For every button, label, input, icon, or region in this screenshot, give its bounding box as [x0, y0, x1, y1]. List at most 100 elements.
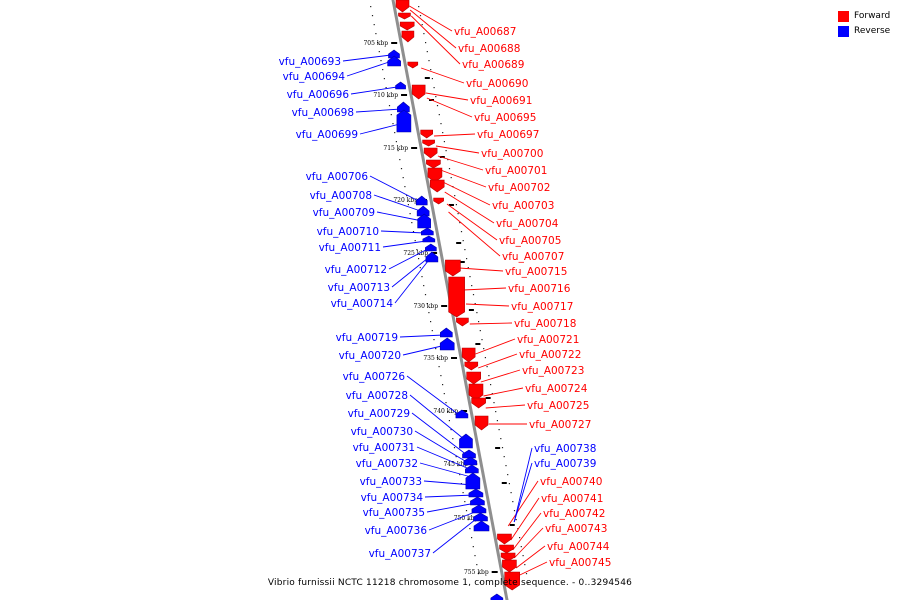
reverse-gene-block[interactable]	[396, 109, 412, 133]
forward-gene-label[interactable]: vfu_A00688	[458, 43, 520, 55]
forward-gene-block[interactable]	[466, 371, 481, 385]
reverse-gene-block[interactable]	[425, 243, 437, 252]
forward-gene-block[interactable]	[461, 347, 476, 363]
reverse-gene-label[interactable]: vfu_A00719	[336, 332, 398, 344]
forward-gene-label[interactable]: vfu_A00740	[540, 476, 602, 488]
forward-gene-label[interactable]: vfu_A00703	[492, 200, 554, 212]
forward-gene-label[interactable]: vfu_A00743	[545, 523, 607, 535]
reverse-gene-label[interactable]: vfu_A00698	[292, 107, 354, 119]
reverse-gene-block[interactable]	[490, 593, 504, 600]
forward-gene-block[interactable]	[445, 259, 461, 277]
forward-gene-block[interactable]	[399, 21, 415, 31]
forward-gene-label[interactable]: vfu_A00687	[454, 26, 516, 38]
forward-gene-label[interactable]: vfu_A00721	[517, 334, 579, 346]
reverse-gene-block[interactable]	[415, 195, 428, 206]
forward-gene-label[interactable]: vfu_A00705	[499, 235, 561, 247]
forward-gene-label[interactable]: vfu_A00717	[511, 301, 573, 313]
forward-gene-block[interactable]	[497, 533, 512, 545]
reverse-gene-label[interactable]: vfu_A00738	[534, 443, 596, 455]
reverse-gene-block[interactable]	[459, 433, 473, 449]
reverse-gene-label[interactable]: vfu_A00708	[310, 190, 372, 202]
forward-gene-label[interactable]: vfu_A00700	[481, 148, 543, 160]
forward-gene-block[interactable]	[429, 179, 445, 193]
forward-gene-block[interactable]	[456, 317, 469, 327]
forward-gene-block[interactable]	[395, 0, 410, 13]
reverse-gene-label[interactable]: vfu_A00736	[365, 525, 428, 537]
reverse-gene-block[interactable]	[462, 449, 476, 459]
forward-gene-block[interactable]	[448, 276, 465, 318]
forward-gene-label[interactable]: vfu_A00723	[522, 365, 584, 377]
forward-gene-label[interactable]: vfu_A00702	[488, 182, 550, 194]
forward-gene-block[interactable]	[468, 383, 484, 401]
forward-gene-label[interactable]: vfu_A00741	[541, 493, 603, 505]
forward-gene-label[interactable]: vfu_A00724	[525, 383, 588, 395]
reverse-gene-block[interactable]	[463, 456, 478, 466]
reverse-gene-label[interactable]: vfu_A00726	[343, 371, 406, 383]
reverse-gene-block[interactable]	[387, 55, 401, 67]
reverse-gene-label[interactable]: vfu_A00696	[287, 89, 350, 101]
forward-gene-block[interactable]	[423, 147, 438, 159]
forward-gene-label[interactable]: vfu_A00689	[462, 59, 524, 71]
forward-gene-label[interactable]: vfu_A00722	[519, 349, 581, 361]
forward-gene-block[interactable]	[433, 197, 444, 205]
reverse-gene-label[interactable]: vfu_A00728	[346, 390, 408, 402]
forward-gene-label[interactable]: vfu_A00691	[470, 95, 532, 107]
forward-gene-block[interactable]	[427, 167, 443, 183]
reverse-gene-label[interactable]: vfu_A00693	[279, 56, 341, 68]
forward-gene-label[interactable]: vfu_A00742	[543, 508, 605, 520]
reverse-gene-label[interactable]: vfu_A00737	[369, 548, 431, 560]
reverse-gene-label[interactable]: vfu_A00711	[319, 242, 381, 254]
reverse-gene-block[interactable]	[440, 327, 453, 338]
reverse-gene-block[interactable]	[473, 520, 490, 532]
reverse-gene-block[interactable]	[439, 337, 455, 351]
forward-gene-block[interactable]	[426, 159, 441, 169]
reverse-gene-label[interactable]: vfu_A00731	[353, 442, 415, 454]
reverse-gene-block[interactable]	[422, 235, 436, 243]
forward-gene-block[interactable]	[401, 30, 415, 43]
forward-gene-label[interactable]: vfu_A00718	[514, 318, 576, 330]
forward-gene-label[interactable]: vfu_A00697	[477, 129, 539, 141]
forward-gene-block[interactable]	[407, 61, 419, 69]
reverse-gene-label[interactable]: vfu_A00733	[360, 476, 422, 488]
reverse-gene-block[interactable]	[473, 512, 488, 522]
reverse-gene-label[interactable]: vfu_A00734	[361, 492, 424, 504]
forward-gene-label[interactable]: vfu_A00725	[527, 400, 589, 412]
reverse-gene-block[interactable]	[465, 464, 479, 474]
forward-gene-label[interactable]: vfu_A00744	[547, 541, 610, 553]
forward-gene-block[interactable]	[464, 361, 479, 371]
forward-gene-block[interactable]	[422, 139, 435, 147]
reverse-gene-label[interactable]: vfu_A00714	[331, 298, 394, 310]
forward-gene-block[interactable]	[420, 129, 434, 139]
forward-gene-label[interactable]: vfu_A00701	[485, 165, 547, 177]
reverse-gene-label[interactable]: vfu_A00735	[363, 507, 425, 519]
forward-gene-block[interactable]	[398, 12, 411, 20]
reverse-gene-label[interactable]: vfu_A00694	[283, 71, 346, 83]
forward-gene-label[interactable]: vfu_A00695	[474, 112, 536, 124]
reverse-gene-label[interactable]: vfu_A00739	[534, 458, 596, 470]
reverse-gene-label[interactable]: vfu_A00730	[351, 426, 413, 438]
reverse-gene-label[interactable]: vfu_A00713	[328, 282, 390, 294]
reverse-gene-label[interactable]: vfu_A00699	[296, 129, 358, 141]
reverse-gene-label[interactable]: vfu_A00709	[313, 207, 375, 219]
reverse-gene-block[interactable]	[421, 227, 434, 236]
forward-gene-label[interactable]: vfu_A00715	[505, 266, 567, 278]
forward-gene-block[interactable]	[500, 552, 516, 562]
reverse-gene-label[interactable]: vfu_A00732	[356, 458, 418, 470]
forward-gene-label[interactable]: vfu_A00707	[502, 251, 564, 263]
forward-gene-label[interactable]: vfu_A00727	[529, 419, 591, 431]
reverse-gene-block[interactable]	[455, 409, 469, 419]
forward-gene-block[interactable]	[502, 559, 517, 573]
reverse-gene-label[interactable]: vfu_A00720	[339, 350, 401, 362]
forward-gene-label[interactable]: vfu_A00745	[549, 557, 611, 569]
forward-gene-label[interactable]: vfu_A00690	[466, 78, 528, 90]
reverse-gene-block[interactable]	[468, 488, 484, 498]
reverse-gene-block[interactable]	[465, 472, 481, 490]
reverse-gene-label[interactable]: vfu_A00729	[348, 408, 410, 420]
reverse-gene-block[interactable]	[395, 81, 406, 90]
reverse-gene-block[interactable]	[417, 213, 431, 229]
reverse-gene-block[interactable]	[471, 504, 487, 514]
forward-gene-block[interactable]	[471, 397, 486, 409]
reverse-gene-block[interactable]	[470, 496, 485, 506]
reverse-gene-block[interactable]	[425, 251, 439, 263]
forward-gene-block[interactable]	[499, 544, 514, 554]
